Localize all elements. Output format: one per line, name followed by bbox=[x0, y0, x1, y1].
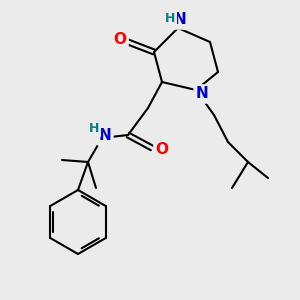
Text: O: O bbox=[113, 32, 127, 47]
Text: N: N bbox=[196, 86, 208, 101]
Text: O: O bbox=[155, 142, 169, 158]
Text: H: H bbox=[89, 122, 99, 136]
Text: N: N bbox=[174, 13, 186, 28]
Text: N: N bbox=[99, 128, 111, 143]
Text: H: H bbox=[165, 11, 175, 25]
